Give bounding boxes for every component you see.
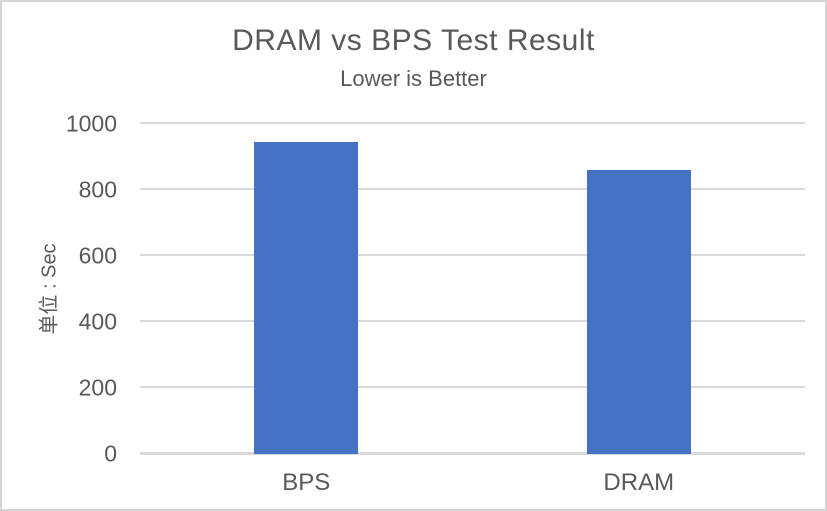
gridline: [140, 122, 805, 124]
y-tick-label: 400: [78, 308, 117, 335]
gridline: [140, 452, 805, 454]
y-tick-label: 600: [78, 242, 117, 269]
gridline: [140, 188, 805, 190]
plot-area: 0 200 400 600 800 1000 BPS DRAM: [66, 111, 805, 496]
bar-bps: [254, 142, 359, 454]
y-tick-label: 1000: [65, 110, 117, 137]
y-tick-label: 200: [78, 374, 117, 401]
x-axis-label-dram: DRAM: [603, 469, 675, 496]
gridline: [140, 386, 805, 388]
x-axis-line: [140, 453, 805, 455]
y-tick-label: 800: [78, 176, 117, 203]
chart-title: DRAM vs BPS Test Result: [232, 24, 595, 57]
x-axis-label-bps: BPS: [282, 469, 331, 496]
gridline: [140, 254, 805, 256]
chart-subtitle: Lower is Better: [340, 66, 487, 91]
y-axis-title: 单位 : Sec: [38, 243, 61, 335]
y-tick-label: 0: [104, 440, 117, 467]
bar-dram: [586, 170, 691, 454]
gridline: [140, 320, 805, 322]
